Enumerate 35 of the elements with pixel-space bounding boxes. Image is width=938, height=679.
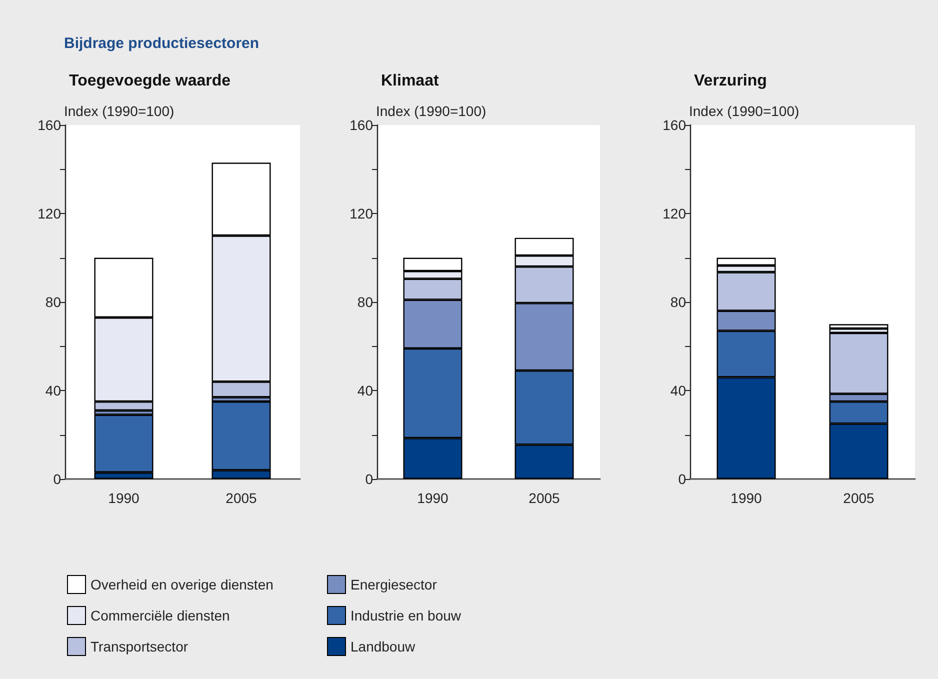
y-tick-label: 120 <box>662 206 686 222</box>
x-tick-label: 2005 <box>226 490 258 506</box>
y-axis-title: Index (1990=100) <box>376 103 486 120</box>
legend-label: Landbouw <box>350 638 416 654</box>
legend-label: Industrie en bouw <box>350 608 462 624</box>
y-tick-label: 160 <box>662 117 686 133</box>
y-tick-label: 0 <box>678 471 686 487</box>
y-tick-label: 40 <box>670 382 686 398</box>
y-tick-label: 120 <box>38 206 62 222</box>
y-tick-label: 40 <box>45 382 62 398</box>
y-axis-title: Index (1990=100) <box>64 103 174 120</box>
x-tick-label: 1990 <box>730 490 762 506</box>
y-tick-label: 160 <box>38 117 62 133</box>
y-tick-label: 0 <box>365 471 374 487</box>
y-tick-label: 40 <box>357 382 374 398</box>
legend-label: Overheid en overige diensten <box>90 576 274 592</box>
legend-label: Commerciële diensten <box>90 608 230 624</box>
x-tick-label: 2005 <box>528 490 560 506</box>
y-tick-label: 0 <box>53 471 62 487</box>
y-axis-title: Index (1990=100) <box>689 103 800 120</box>
x-tick-label: 1990 <box>417 490 449 506</box>
chart-title: Klimaat <box>381 72 440 90</box>
bar <box>829 324 888 329</box>
y-tick-label: 120 <box>350 206 374 222</box>
legend-label: Energiesector <box>350 576 438 592</box>
x-tick-label: 2005 <box>843 490 875 506</box>
y-tick-label: 80 <box>45 294 62 310</box>
x-tick-label: 1990 <box>108 490 140 506</box>
legend-label: Transportsector <box>90 638 188 654</box>
y-tick-label: 80 <box>357 294 374 310</box>
chart-title: Verzuring <box>694 72 767 90</box>
chart-title: Toegevoegde waarde <box>69 72 231 90</box>
y-tick-label: 80 <box>670 294 686 310</box>
text: Bijdrage productiesectoren <box>64 35 260 52</box>
y-tick-label: 160 <box>350 117 374 133</box>
